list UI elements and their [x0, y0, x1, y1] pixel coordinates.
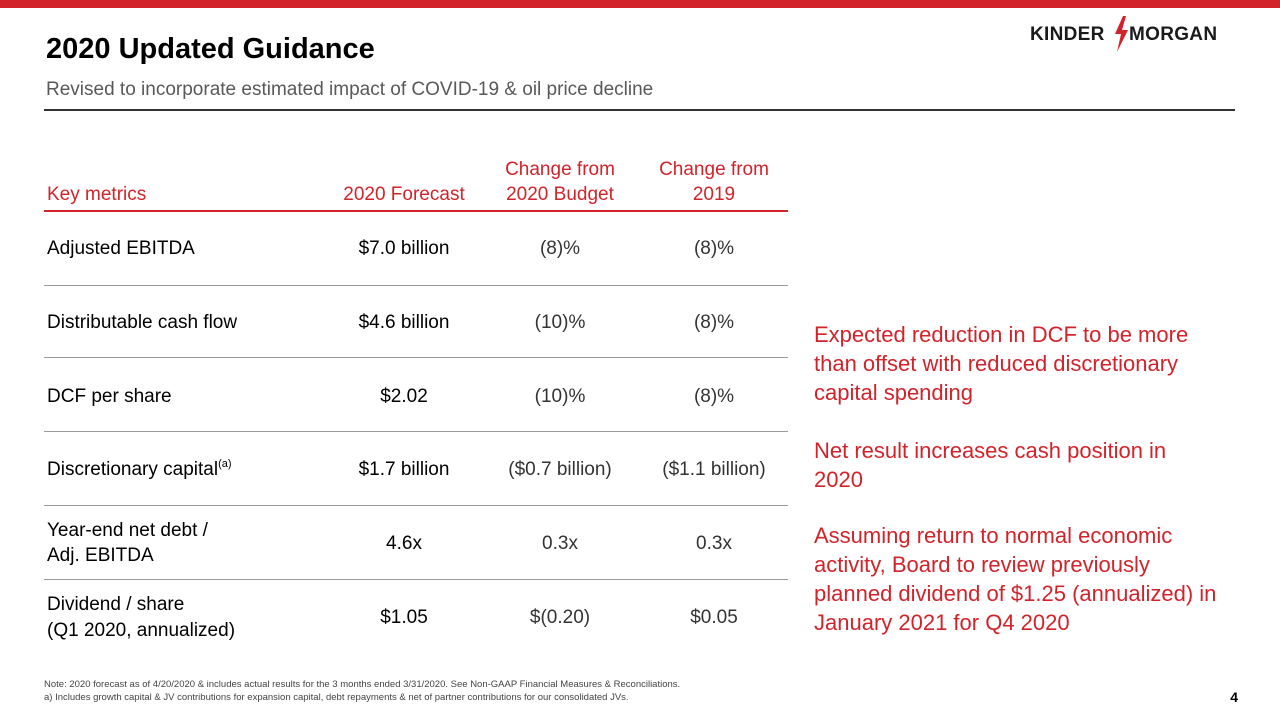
row-separator — [44, 285, 788, 286]
row-adjusted-ebitda-metric: Adjusted EBITDA — [47, 238, 195, 259]
row-dcf-chg-2019: (8)% — [693, 312, 735, 333]
row-dividend-metric-line2: (Q1 2020, annualized) — [47, 620, 236, 641]
row-net-debt-chg-budget: 0.3x — [542, 533, 578, 554]
row-dcf-per-share-chg-budget: (10)% — [534, 386, 586, 407]
commentary-dividend-review: Assuming return to normal economic activ… — [814, 523, 1217, 635]
commentary-cash-position: Net result increases cash position in 20… — [814, 438, 1167, 492]
col-header-change-2019-line2: 2019 — [692, 184, 736, 205]
lightning-bolt-icon — [1115, 16, 1128, 52]
row-dividend-chg-budget: $(0.20) — [529, 607, 591, 628]
row-separator — [44, 357, 788, 358]
col-header-metric: Key metrics — [47, 184, 147, 205]
row-adjusted-ebitda-chg-budget: (8)% — [539, 238, 581, 259]
row-dcf-chg-budget: (10)% — [534, 312, 586, 333]
row-adjusted-ebitda-chg-2019: (8)% — [693, 238, 735, 259]
commentary-dcf-reduction: Expected reduction in DCF to be more tha… — [814, 322, 1189, 405]
row-discretionary-capital-metric: Discretionary capital(a) — [47, 459, 232, 481]
row-discretionary-capital-forecast: $1.7 billion — [358, 459, 450, 480]
col-header-change-2019-line1: Change from — [659, 159, 769, 180]
table-header-divider — [44, 210, 788, 212]
row-dividend-metric-line1: Dividend / share — [47, 594, 185, 615]
page-subtitle: Revised to incorporate estimated impact … — [46, 79, 654, 100]
logo-word-kinder: KINDER — [1030, 24, 1105, 45]
title-divider — [44, 109, 1235, 111]
row-net-debt-chg-2019: 0.3x — [696, 533, 732, 554]
row-net-debt-metric-line2: Adj. EBITDA — [47, 545, 154, 566]
footnote-note: Note: 2020 forecast as of 4/20/2020 & in… — [44, 679, 681, 690]
row-discretionary-capital-chg-budget: ($0.7 billion) — [508, 459, 612, 480]
kinder-morgan-logo: KINDER MORGAN — [1030, 16, 1236, 52]
top-accent-bar — [0, 0, 1280, 8]
col-header-change-budget-line2: 2020 Budget — [506, 184, 614, 205]
row-dividend-chg-2019: $0.05 — [690, 607, 738, 628]
row-dcf-per-share-chg-2019: (8)% — [693, 386, 735, 407]
row-adjusted-ebitda-forecast: $7.0 billion — [358, 238, 450, 259]
discretionary-capital-label: Discretionary capital — [47, 459, 219, 480]
row-net-debt-forecast: 4.6x — [386, 533, 422, 554]
row-separator — [44, 505, 788, 506]
row-dcf-metric: Distributable cash flow — [47, 312, 238, 333]
row-discretionary-capital-chg-2019: ($1.1 billion) — [662, 459, 766, 480]
logo-word-morgan: MORGAN — [1129, 24, 1218, 45]
row-dcf-per-share-forecast: $2.02 — [380, 386, 428, 407]
row-dcf-per-share-metric: DCF per share — [47, 386, 172, 407]
page-number: 4 — [1230, 689, 1238, 705]
page-title: 2020 Updated Guidance — [46, 33, 375, 65]
footnote-a: a) Includes growth capital & JV contribu… — [44, 692, 629, 703]
footnote-marker-a: (a) — [218, 458, 232, 470]
row-dividend-forecast: $1.05 — [380, 607, 428, 628]
col-header-change-budget-line1: Change from — [505, 159, 615, 180]
row-net-debt-metric-line1: Year-end net debt / — [47, 520, 208, 541]
row-separator — [44, 431, 788, 432]
col-header-forecast: 2020 Forecast — [343, 184, 465, 205]
row-separator — [44, 579, 788, 580]
row-dcf-forecast: $4.6 billion — [358, 312, 450, 333]
